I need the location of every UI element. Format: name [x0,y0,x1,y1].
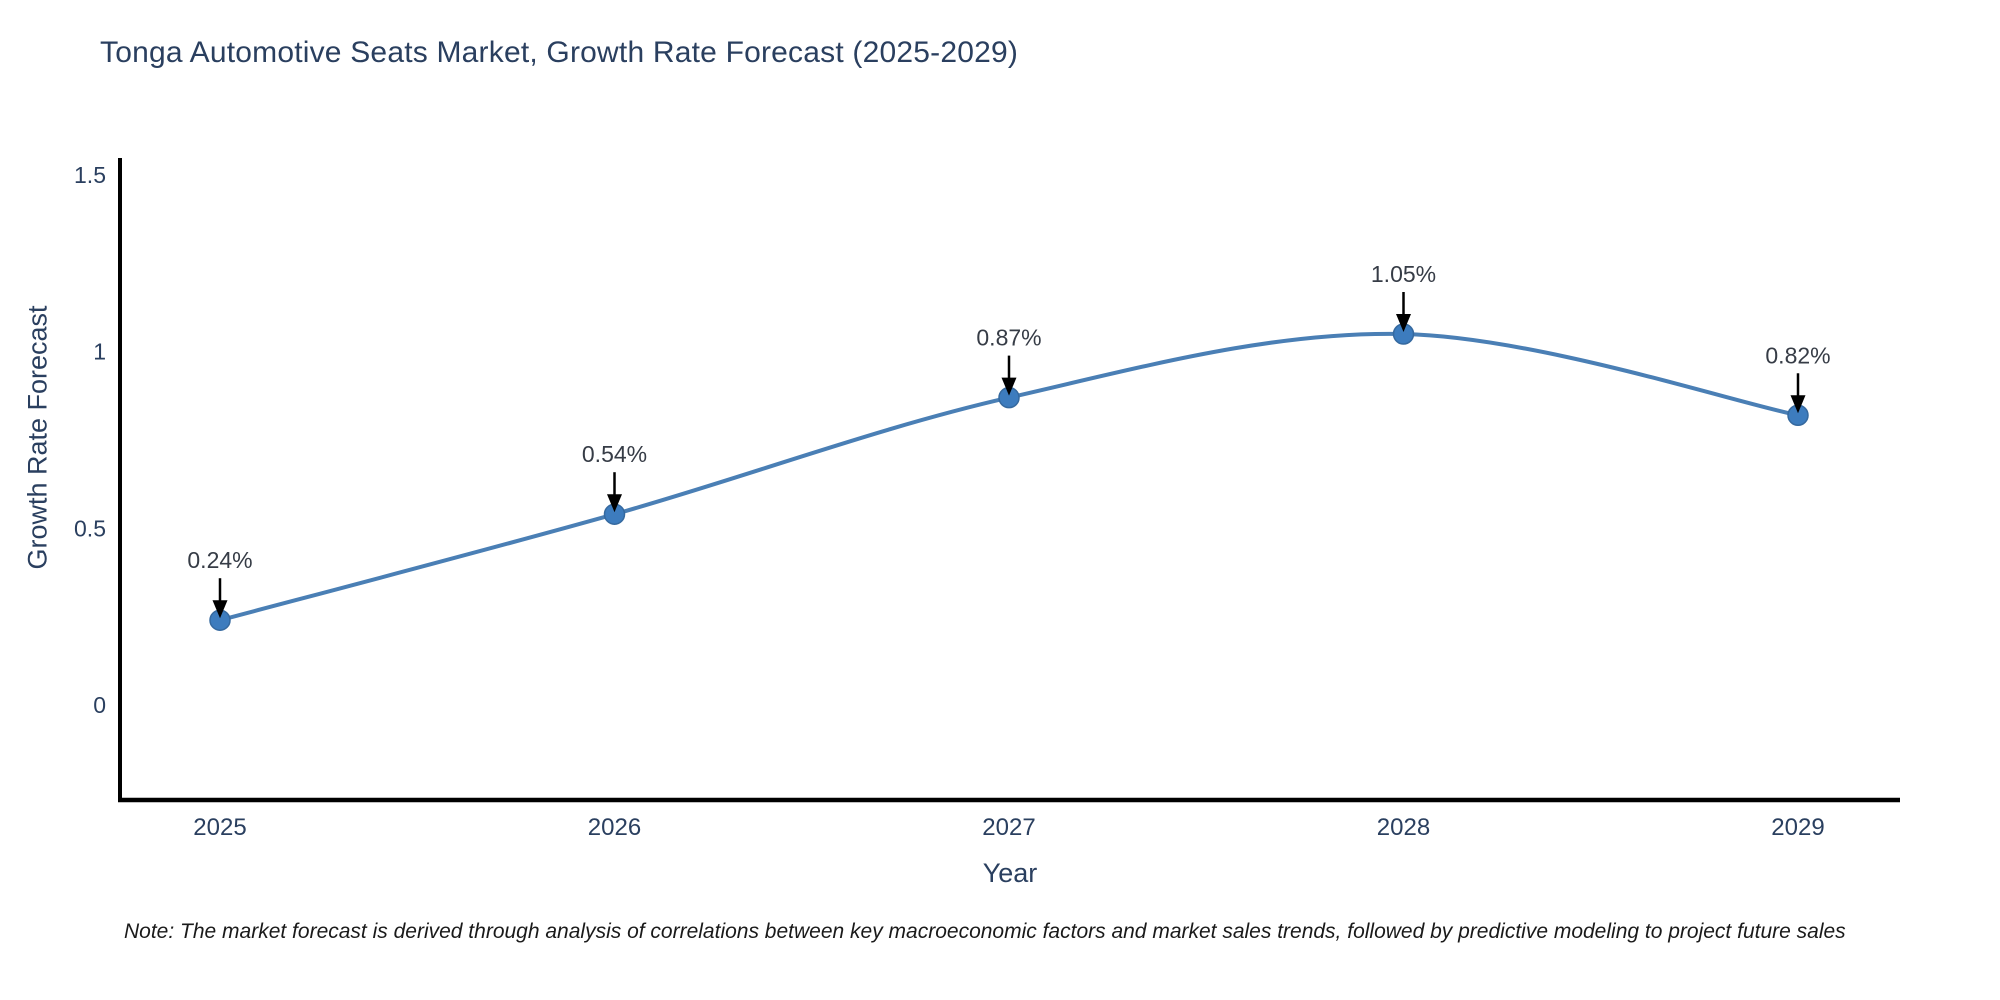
annotation-label: 0.87% [976,325,1041,351]
x-tick-label: 2026 [588,814,641,841]
y-tick-label: 1.5 [74,162,106,188]
annotation-label: 0.82% [1765,342,1830,368]
annotation-arrowhead [1790,395,1806,414]
annotation-label: 0.24% [187,547,252,573]
annotation-label: 1.05% [1371,261,1436,287]
x-axis-title: Year [982,858,1038,888]
y-tick-label: 1 [93,339,106,365]
chart-title: Tonga Automotive Seats Market, Growth Ra… [100,36,1019,69]
footnote: Note: The market forecast is derived thr… [124,920,1846,943]
x-tick-label: 2029 [1771,814,1824,841]
x-tick-label: 2027 [982,814,1035,841]
annotation-label: 0.54% [582,441,647,467]
annotation-arrowhead [607,494,622,513]
annotation-arrowhead [212,600,228,619]
annotation-arrowhead [1001,377,1017,396]
x-tick-label: 2025 [193,814,246,841]
annotation-arrowhead [1396,314,1411,333]
y-tick-label: 0 [93,692,106,718]
x-tick-label: 2028 [1377,814,1430,841]
y-tick-label: 0.5 [74,515,106,541]
